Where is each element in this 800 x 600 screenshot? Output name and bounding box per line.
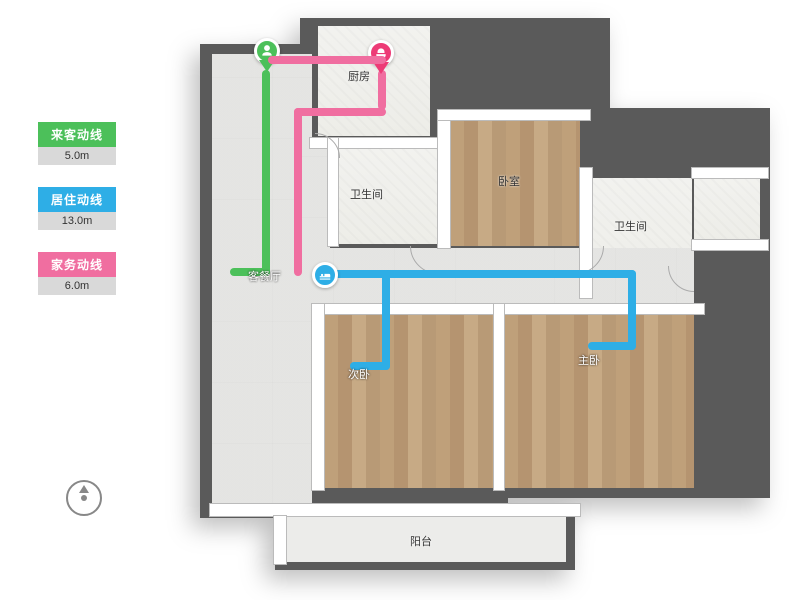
- room-master-bedroom: [504, 308, 694, 488]
- label-bath1: 卫生间: [350, 186, 383, 202]
- label-balcony: 阳台: [410, 533, 432, 549]
- label-master-br: 主卧: [578, 352, 600, 368]
- label-bath2: 卫生间: [614, 218, 647, 234]
- floor-plan: 厨房 卫生间 卧室 卫生间 客餐厅 次卧 主卧 阳台: [200, 18, 765, 578]
- path-chore: [294, 108, 302, 276]
- label-bedroom-s: 卧室: [498, 173, 520, 189]
- path-chore: [378, 70, 386, 110]
- sleep-marker-icon: [312, 262, 338, 288]
- room-second-bedroom: [324, 314, 494, 488]
- legend-value: 5.0m: [38, 147, 116, 165]
- legend-value: 13.0m: [38, 212, 116, 230]
- path-guest: [262, 70, 270, 276]
- path-chore: [294, 108, 386, 116]
- path-living: [324, 270, 544, 278]
- path-living: [382, 270, 390, 370]
- legend-living: 居住动线 13.0m: [38, 187, 116, 230]
- viewport: 来客动线 5.0m 居住动线 13.0m 家务动线 6.0m: [0, 0, 800, 600]
- path-living: [536, 270, 636, 278]
- label-kitchen: 厨房: [348, 68, 370, 84]
- path-living: [588, 342, 636, 350]
- label-living: 客餐厅: [248, 268, 281, 284]
- legend-title: 家务动线: [38, 252, 116, 277]
- legend: 来客动线 5.0m 居住动线 13.0m 家务动线 6.0m: [38, 122, 116, 317]
- label-second-br: 次卧: [348, 366, 370, 382]
- legend-chore: 家务动线 6.0m: [38, 252, 116, 295]
- room-living-3: [300, 138, 330, 278]
- legend-title: 居住动线: [38, 187, 116, 212]
- legend-guest: 来客动线 5.0m: [38, 122, 116, 165]
- path-chore: [268, 56, 386, 64]
- compass-icon: [66, 480, 102, 516]
- room-bath2-annex: [694, 178, 760, 242]
- path-living: [628, 270, 636, 350]
- legend-value: 6.0m: [38, 277, 116, 295]
- legend-title: 来客动线: [38, 122, 116, 147]
